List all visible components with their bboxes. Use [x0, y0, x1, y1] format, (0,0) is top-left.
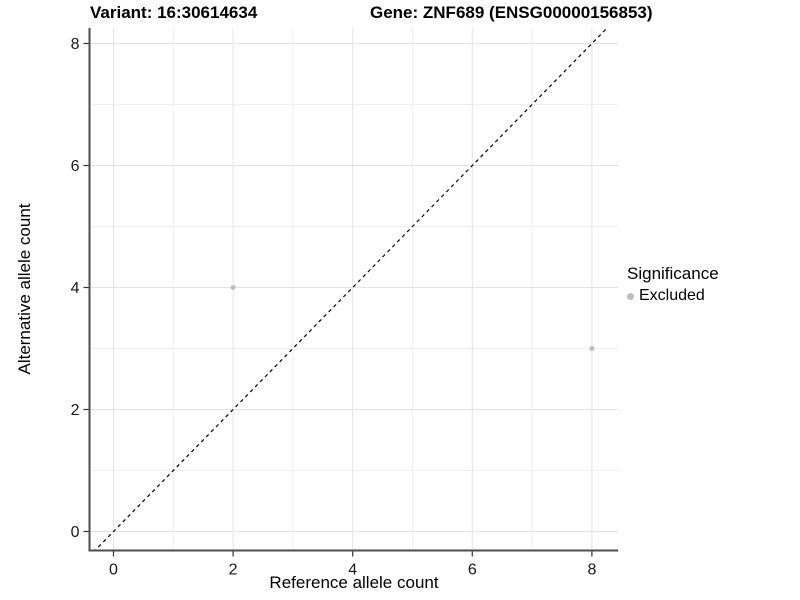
plot-title-gene: Gene: ZNF689 (ENSG00000156853) [370, 3, 653, 22]
legend: Significance Excluded [627, 263, 719, 306]
y-tick-label: 2 [71, 402, 80, 419]
identity-reference-line [94, 28, 608, 551]
y-tick-label: 8 [71, 36, 80, 53]
y-axis-title: Alternative allele count [15, 203, 34, 375]
y-tick-label: 0 [71, 524, 80, 541]
plot-title-variant: Variant: 16:30614634 [90, 3, 258, 22]
data-point [230, 285, 236, 290]
y-tick-label: 6 [71, 158, 80, 175]
y-tick-label: 4 [71, 280, 80, 297]
legend-item-excluded: Excluded [627, 286, 719, 306]
legend-item-label: Excluded [639, 287, 705, 304]
data-point [589, 346, 595, 351]
x-tick-label: 8 [587, 562, 596, 579]
x-tick-label: 4 [348, 562, 357, 579]
legend-point-icon [627, 292, 634, 300]
x-tick-label: 6 [468, 562, 477, 579]
x-axis-title: Reference allele count [269, 573, 439, 592]
x-tick-label: 2 [229, 562, 238, 579]
legend-title: Significance [627, 264, 719, 283]
x-tick-label: 0 [109, 562, 118, 579]
